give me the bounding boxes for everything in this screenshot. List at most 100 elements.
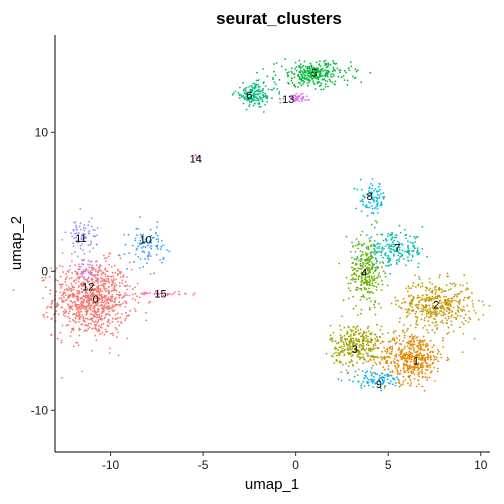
cell-point <box>79 308 82 311</box>
cell-point <box>351 347 354 350</box>
cell-point <box>69 307 72 309</box>
cell-point <box>393 239 395 242</box>
cell-point <box>405 311 408 314</box>
cell-point <box>345 276 348 279</box>
cell-point <box>323 78 326 80</box>
cell-point <box>410 353 412 355</box>
cell-point <box>252 82 255 85</box>
cell-point <box>300 93 303 96</box>
cell-point <box>97 320 100 323</box>
cell-point <box>192 293 195 296</box>
cell-point <box>368 267 371 270</box>
cell-point <box>194 154 197 156</box>
cell-point <box>156 244 159 247</box>
cell-point <box>306 69 308 72</box>
cell-point <box>368 206 371 209</box>
cell-point <box>147 258 150 261</box>
cell-point <box>359 260 362 262</box>
cell-point <box>369 355 372 357</box>
cell-point <box>88 307 90 310</box>
cell-point <box>108 313 110 316</box>
cell-point <box>349 347 351 349</box>
cell-point <box>364 251 367 254</box>
cell-point <box>120 303 122 306</box>
cell-point <box>381 356 383 359</box>
cell-point <box>75 295 78 298</box>
cell-point <box>329 334 332 337</box>
cell-point <box>378 245 380 248</box>
cell-point <box>414 315 417 318</box>
cell-point <box>386 375 389 378</box>
cell-point <box>256 99 258 102</box>
cell-point <box>134 239 137 242</box>
cell-point <box>87 277 89 280</box>
cell-point <box>462 323 465 326</box>
cell-point <box>80 296 83 299</box>
cell-point <box>77 307 80 310</box>
cell-point <box>360 257 363 260</box>
cell-point <box>96 294 98 296</box>
cell-point <box>90 266 93 268</box>
cell-point <box>360 289 363 291</box>
cell-point <box>376 260 378 262</box>
cell-point <box>83 258 86 261</box>
cell-point <box>411 306 413 308</box>
cell-point <box>98 330 101 333</box>
cell-point <box>461 284 464 287</box>
cell-point <box>149 235 151 238</box>
cell-point <box>106 321 109 324</box>
cell-point <box>90 260 93 263</box>
cell-point <box>159 259 162 261</box>
cell-point <box>252 97 255 99</box>
cell-point <box>385 360 388 363</box>
cell-point <box>95 264 98 266</box>
cell-point <box>374 372 377 375</box>
cell-point <box>156 248 159 250</box>
cell-point <box>55 267 58 270</box>
cell-point <box>80 307 83 309</box>
cell-point <box>428 376 431 379</box>
cell-point <box>433 359 435 361</box>
cell-point <box>94 268 97 271</box>
cell-point <box>118 296 121 299</box>
cell-point <box>405 233 408 236</box>
cell-point <box>455 300 458 302</box>
cell-point <box>326 75 329 78</box>
cell-point <box>94 302 97 305</box>
cell-point <box>118 281 121 284</box>
cell-point <box>275 62 278 64</box>
cell-point <box>296 95 299 98</box>
cell-point <box>409 241 412 244</box>
cell-point <box>101 304 103 307</box>
cell-point <box>101 284 104 286</box>
cell-point <box>108 310 111 313</box>
cell-point <box>401 351 403 353</box>
cell-point <box>408 335 411 338</box>
cell-point <box>443 295 445 298</box>
cell-point <box>351 262 354 264</box>
cell-point <box>69 264 71 267</box>
cell-point <box>365 348 368 350</box>
cell-point <box>321 78 324 81</box>
cell-point <box>375 288 378 291</box>
cell-point <box>139 243 142 246</box>
cell-point <box>82 263 85 266</box>
cell-point <box>112 275 115 278</box>
cell-point <box>94 280 97 282</box>
cell-point <box>334 83 336 86</box>
cell-point <box>254 96 256 99</box>
cell-point <box>59 275 62 278</box>
cell-point <box>367 335 369 338</box>
x-tick-label: 5 <box>385 458 392 472</box>
cell-point <box>462 308 464 311</box>
cell-point <box>349 328 352 331</box>
cell-point <box>244 92 247 95</box>
cell-point <box>253 87 255 89</box>
cell-point <box>88 318 91 321</box>
cell-point <box>75 317 77 320</box>
cell-point <box>412 337 415 340</box>
cell-point <box>461 310 463 312</box>
cell-point <box>419 286 422 288</box>
cell-point <box>351 351 354 353</box>
cell-point <box>144 257 147 260</box>
